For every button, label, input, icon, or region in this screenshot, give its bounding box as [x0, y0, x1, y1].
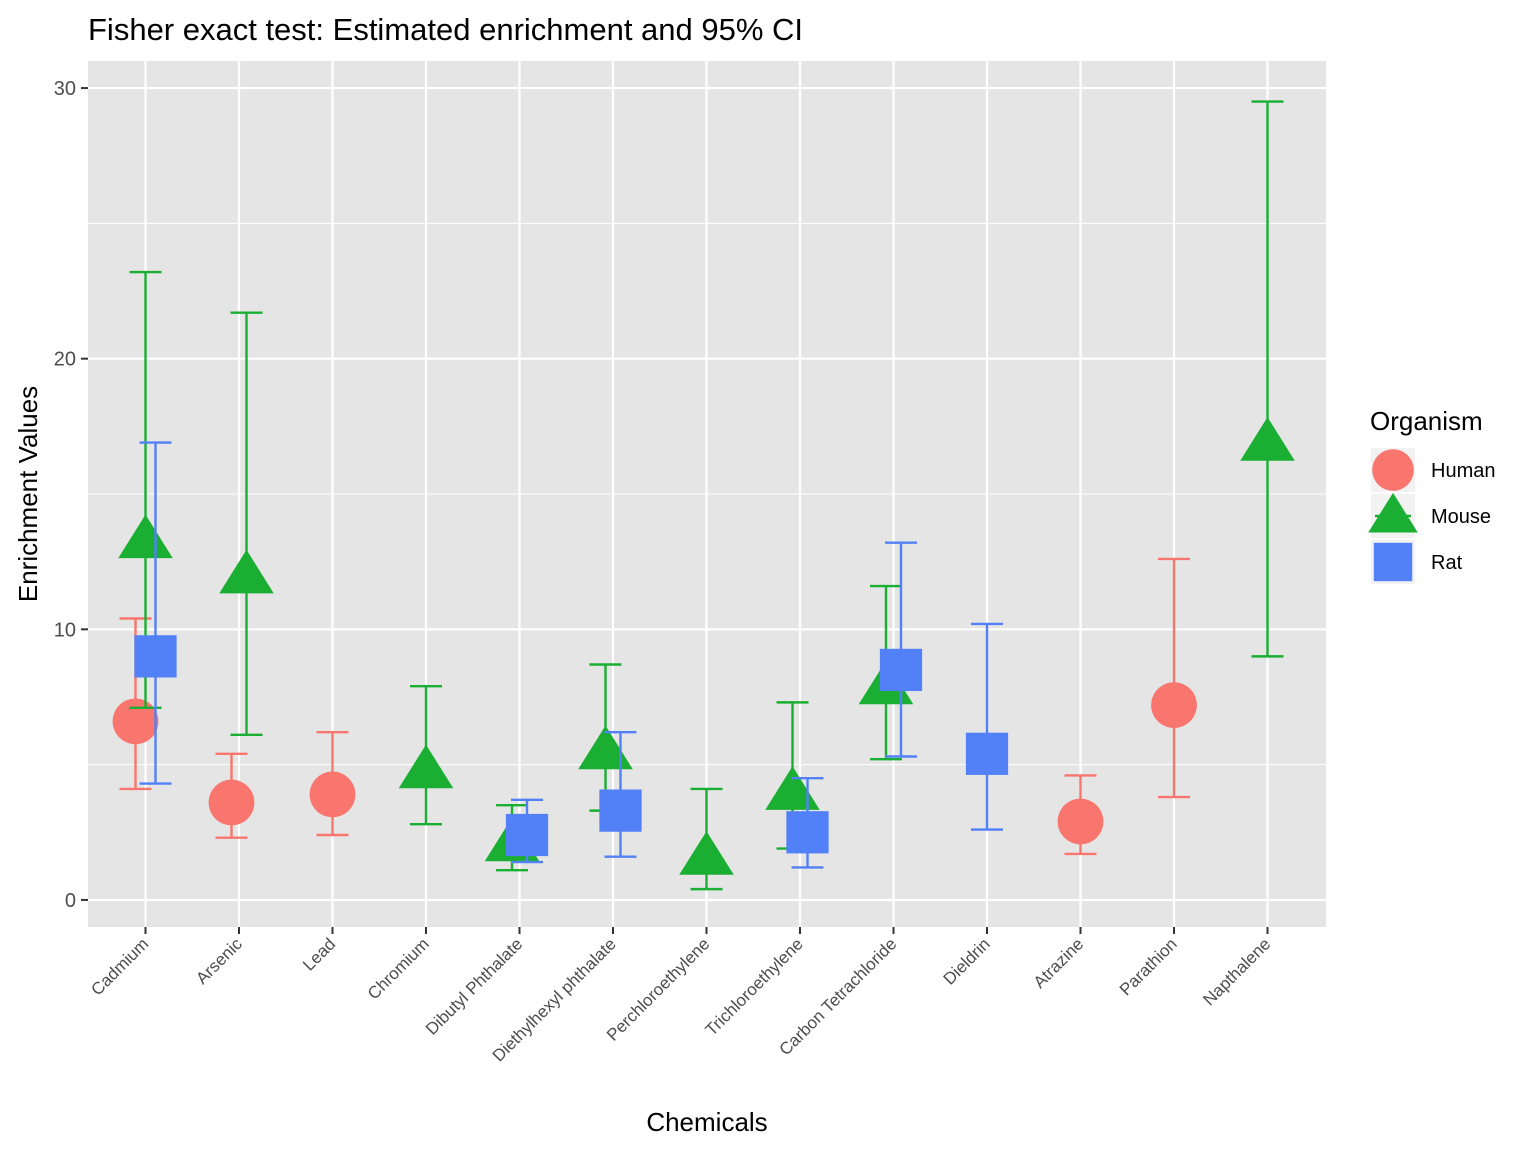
x-tick-label: Napthalene [1199, 934, 1274, 1009]
y-tick-label: 0 [65, 890, 76, 912]
y-axis-title: Enrichment Values [13, 386, 43, 602]
rat-carbon-tetrachloride-point [879, 648, 923, 692]
data-marks [112, 100, 1295, 891]
x-tick-label: Dieldrin [940, 934, 994, 988]
rat-diethylhexyl-phthalate-point [599, 789, 642, 832]
legend-label-mouse: Mouse [1431, 506, 1491, 528]
legend-label-human: Human [1431, 460, 1495, 482]
legend: Organism Human Mouse Rat [1368, 406, 1495, 584]
x-tick-label: Cadmium [87, 934, 152, 999]
legend-human-circle-icon [1372, 449, 1414, 491]
rat-dieldrin-point [965, 732, 1009, 775]
mouse-diethylhexyl-phthalate-point [578, 725, 633, 770]
x-tick-label: Atrazine [1030, 934, 1088, 992]
human-cadmium-point [112, 698, 159, 745]
mouse-perchloroethylene-point [679, 831, 734, 875]
legend-mouse-triangle-icon [1368, 492, 1418, 533]
y-tick-label: 30 [54, 78, 76, 100]
x-tick-label: Chromium [364, 934, 433, 1003]
mouse-arsenic-point [219, 549, 274, 594]
y-axis: 0 10 20 30 [54, 78, 88, 912]
x-tick-label: Perchloroethylene [603, 934, 713, 1044]
legend-rat-square-icon [1373, 542, 1413, 582]
rat-dibutyl-phthalate-point [505, 813, 549, 857]
x-tick-label: Arsenic [192, 934, 246, 988]
x-tick-label: Trichloroethylene [702, 934, 807, 1039]
legend-label-rat: Rat [1431, 552, 1463, 574]
x-tick-label: Parathion [1116, 934, 1181, 999]
human-parathion-point [1151, 682, 1197, 728]
x-tick-label: Lead [299, 934, 339, 974]
x-tick-label: Dibutyl Phthalate [422, 934, 526, 1038]
x-axis-title: Chemicals [646, 1107, 767, 1137]
rat-cadmium-point [134, 635, 177, 678]
human-lead-point [309, 771, 356, 818]
human-arsenic-point [208, 779, 255, 826]
mouse-chromium-point [398, 744, 454, 789]
mouse-cadmium-point [118, 514, 173, 559]
human-atrazine-point [1057, 798, 1104, 845]
y-tick-label: 10 [54, 619, 76, 641]
rat-trichloroethylene-point [786, 811, 829, 854]
y-tick-label: 20 [54, 349, 76, 371]
chart-title: Fisher exact test: Estimated enrichment … [88, 12, 803, 47]
mouse-trichloroethylene-point [765, 766, 820, 810]
legend-title: Organism [1370, 406, 1483, 436]
mouse-napthalene-point [1240, 417, 1295, 461]
